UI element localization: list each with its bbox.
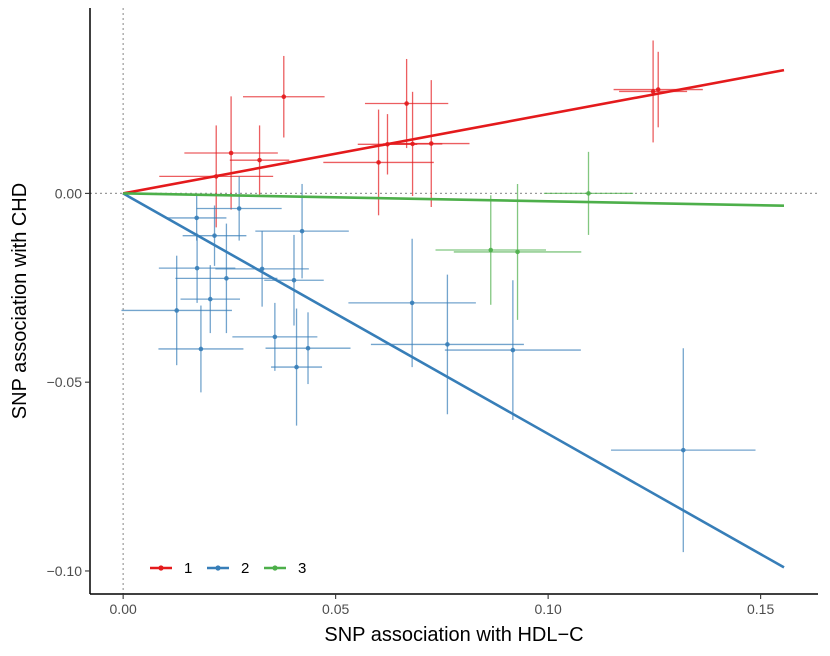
point-series-2: [291, 277, 297, 283]
x-tick-label: 0.15: [747, 601, 774, 617]
data-points: [174, 87, 686, 453]
point-series-2: [445, 342, 450, 347]
point-series-1: [228, 150, 234, 156]
y-tick-label: −0.05: [47, 374, 83, 390]
point-series-1: [385, 142, 390, 147]
axes: 0.00 0.05 0.10 0.15 −0.10 −0.05 0.00: [47, 8, 818, 617]
point-series-1: [650, 89, 656, 94]
point-series-2: [198, 346, 204, 352]
point-series-2: [224, 276, 229, 281]
fit-line-series-3: [123, 192, 785, 208]
point-series-2: [294, 364, 299, 370]
point-series-2: [207, 296, 213, 302]
legend: 1 2 3: [150, 560, 306, 577]
point-series-1: [213, 174, 219, 179]
legend-label-3: 3: [298, 560, 306, 577]
legend-marker-2: [215, 565, 221, 571]
x-tick-label: 0.10: [535, 601, 562, 617]
point-series-2: [299, 228, 305, 234]
y-tick-label: −0.10: [47, 563, 83, 579]
legend-label-2: 2: [241, 560, 249, 577]
legend-label-1: 1: [184, 560, 192, 577]
point-series-1: [410, 141, 415, 147]
point-series-2: [510, 347, 516, 353]
fit-line-series-1: [122, 68, 785, 195]
point-series-2: [305, 345, 311, 351]
x-tick-label: 0.00: [110, 601, 137, 617]
y-axis-title: SNP association with CHD: [9, 183, 31, 419]
point-series-1: [404, 101, 409, 106]
point-series-2: [409, 300, 415, 306]
legend-marker-3: [272, 565, 278, 571]
x-tick-label: 0.05: [322, 601, 349, 617]
point-series-3: [515, 249, 520, 255]
point-series-2: [259, 266, 265, 272]
point-series-2: [272, 334, 278, 340]
fit-lines: [122, 68, 785, 569]
point-series-2: [174, 308, 179, 313]
point-series-2: [194, 215, 199, 221]
x-axis-ticks: 0.00 0.05 0.10 0.15: [110, 594, 774, 617]
point-series-1: [281, 94, 287, 100]
point-series-2: [236, 206, 242, 211]
fit-line-series-2: [122, 192, 785, 569]
point-series-1: [655, 87, 661, 92]
point-series-2: [212, 233, 217, 238]
point-series-2: [680, 447, 686, 453]
y-axis-ticks: −0.10 −0.05 0.00: [47, 185, 90, 579]
x-axis-title: SNP association with HDL−C: [324, 624, 583, 646]
ref-lines: [90, 8, 818, 594]
point-series-1: [428, 141, 434, 146]
error-bars: [121, 40, 756, 553]
point-series-2: [194, 265, 200, 271]
y-tick-label: 0.00: [55, 185, 82, 201]
legend-marker-1: [158, 565, 164, 571]
point-series-3: [488, 247, 494, 253]
point-series-1: [257, 157, 262, 163]
point-series-1: [376, 160, 381, 165]
point-series-3: [586, 191, 591, 196]
